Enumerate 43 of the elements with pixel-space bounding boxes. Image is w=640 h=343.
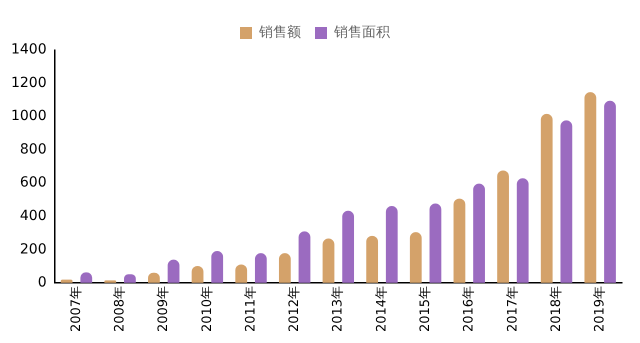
bar: [410, 232, 422, 283]
y-tick-label: 1000: [10, 108, 47, 124]
x-tick-label: 2014年: [374, 286, 390, 332]
bar: [473, 184, 485, 283]
bar: [366, 236, 378, 283]
bar: [584, 92, 596, 283]
x-tick-label: 2018年: [548, 286, 564, 332]
bar: [298, 231, 310, 283]
bar: [516, 178, 529, 283]
bar: [604, 100, 616, 283]
bar: [560, 120, 572, 283]
bar: [60, 280, 73, 283]
bar: [497, 170, 509, 283]
y-tick-label: 800: [20, 141, 47, 158]
bar: [540, 114, 553, 283]
x-tick-label: 2009年: [156, 286, 172, 332]
bar: [454, 198, 466, 283]
y-tick-label: 400: [20, 208, 47, 224]
legend-label: 销售额: [258, 24, 301, 41]
bar: [168, 260, 180, 283]
y-tick-label: 200: [20, 241, 47, 258]
bar: [386, 206, 398, 283]
x-tick-label: 2008年: [112, 286, 128, 332]
bar: [342, 210, 354, 283]
bar: [322, 238, 334, 283]
x-tick-label: 2012年: [287, 286, 302, 332]
y-tick-label: 600: [20, 174, 47, 191]
y-tick-label: 1200: [10, 74, 47, 91]
x-tick-label: 2016年: [462, 286, 477, 332]
bar: [211, 250, 224, 283]
y-tick-label: 1400: [10, 42, 47, 58]
bar: [278, 253, 291, 283]
y-tick-label: 0: [38, 274, 47, 291]
x-tick-label: 2007年: [68, 286, 84, 332]
x-tick-label: 2013年: [330, 286, 346, 332]
bar: [430, 204, 442, 283]
x-tick-label: 2019年: [592, 286, 608, 332]
x-tick-label: 2010年: [200, 286, 215, 332]
legend-label: 销售面积: [333, 24, 390, 41]
bar: [254, 253, 267, 283]
x-tick-label: 2011年: [243, 286, 258, 332]
x-tick-label: 2015年: [418, 286, 433, 332]
x-tick-label: 2017年: [505, 286, 520, 332]
